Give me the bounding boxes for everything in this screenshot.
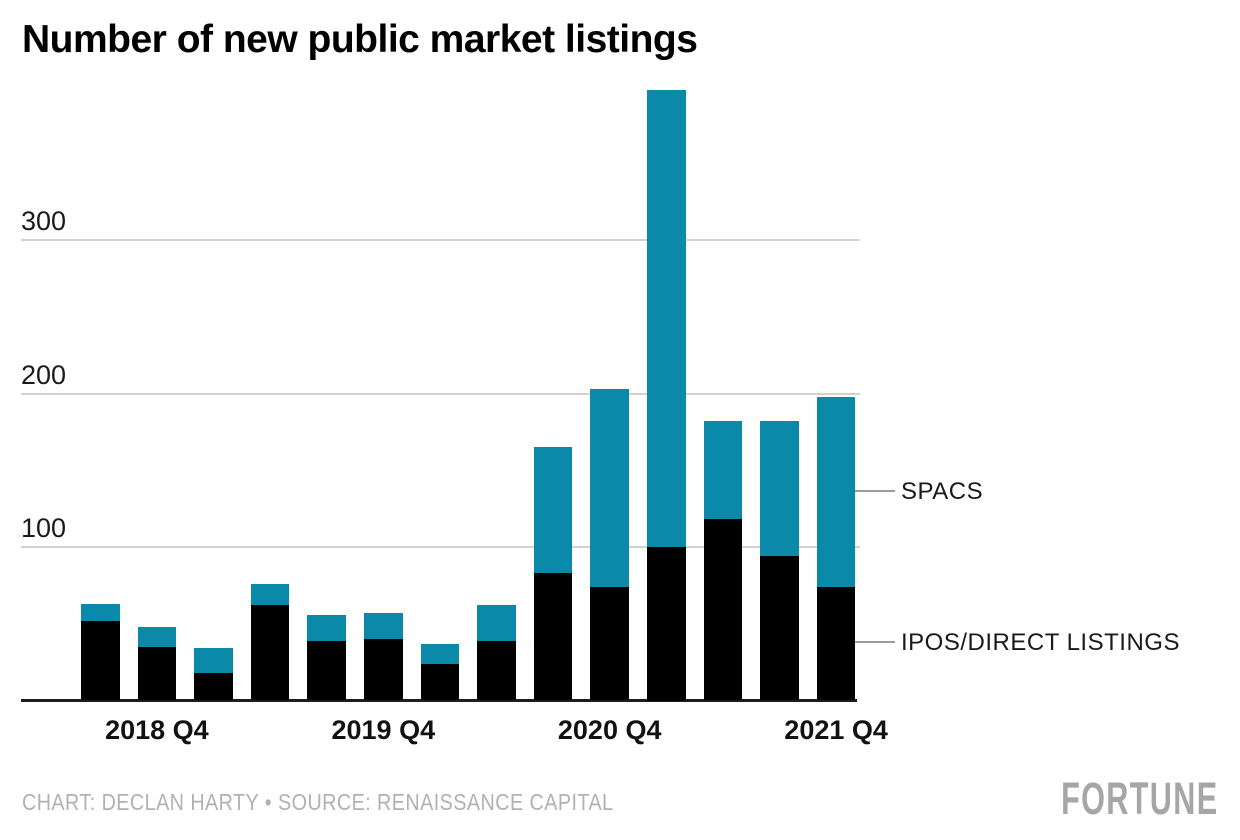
bar-segment-spacs-2021-q1 xyxy=(647,89,686,547)
x-axis-label-2019-q4: 2019 Q4 xyxy=(331,715,436,745)
x-axis-label-2021-q4: 2021 Q4 xyxy=(784,715,888,745)
bar-segment-ipos-2019-q2 xyxy=(250,605,290,701)
bar-segment-ipos-2021-q3 xyxy=(760,556,799,701)
bar-segment-spacs-2018-q3 xyxy=(81,603,120,621)
bar-segment-ipos-2019-q4 xyxy=(364,639,403,701)
bar-segment-spacs-2019-q3 xyxy=(307,614,346,641)
annotation-pointer-ipos xyxy=(853,641,895,643)
x-axis-label-2018-q4: 2018 Q4 xyxy=(105,715,209,745)
annotation-ipos-label: IPOS/DIRECT LISTINGS xyxy=(901,629,1180,656)
source-credit-text: CHART: DECLAN HARTY • SOURCE: RENAISSANC… xyxy=(22,789,614,815)
gridline-100 xyxy=(21,546,860,548)
bar-segment-ipos-2021-q2 xyxy=(703,519,743,701)
bar-segment-spacs-2021-q2 xyxy=(703,421,743,520)
bar-segment-ipos-2018-q3 xyxy=(81,620,120,701)
bar-segment-spacs-2020-q2 xyxy=(477,605,516,641)
fortune-logo: FORTUNE xyxy=(1060,773,1218,824)
bar-segment-ipos-2021-q1 xyxy=(647,547,686,701)
bar-segment-spacs-2019-q2 xyxy=(250,583,290,606)
y-axis-label-100: 100 xyxy=(21,513,67,543)
bar-segment-spacs-2021-q4 xyxy=(816,396,856,587)
bar-segment-ipos-2020-q4 xyxy=(590,586,629,701)
bar-segment-spacs-2020-q4 xyxy=(590,388,629,587)
bar-segment-spacs-2020-q1 xyxy=(420,643,460,664)
bar-segment-ipos-2020-q1 xyxy=(420,663,460,701)
gridline-300 xyxy=(21,239,860,241)
x-axis-line xyxy=(21,699,857,702)
bar-segment-ipos-2020-q3 xyxy=(533,573,573,701)
bar-segment-ipos-2019-q3 xyxy=(307,640,346,701)
gridline-200 xyxy=(21,392,860,395)
annotation-spacs-label: SPACS xyxy=(901,478,984,505)
y-axis-label-300: 300 xyxy=(21,206,67,236)
bar-segment-ipos-2018-q4 xyxy=(137,646,177,701)
bar-segment-spacs-2019-q4 xyxy=(364,613,403,640)
bar-segment-ipos-2020-q2 xyxy=(477,640,516,701)
bar-segment-spacs-2020-q3 xyxy=(533,447,573,574)
bar-segment-spacs-2021-q3 xyxy=(760,421,799,557)
bar-segment-ipos-2019-q1 xyxy=(194,672,233,701)
x-axis-label-2020-q4: 2020 Q4 xyxy=(557,715,662,745)
bar-segment-ipos-2021-q4 xyxy=(816,586,856,701)
chart-title: Number of new public market listings xyxy=(22,18,698,61)
y-axis-label-200: 200 xyxy=(21,359,67,390)
bar-segment-spacs-2018-q4 xyxy=(137,626,177,647)
annotation-pointer-spacs xyxy=(853,490,895,492)
bar-segment-spacs-2019-q1 xyxy=(194,648,233,673)
